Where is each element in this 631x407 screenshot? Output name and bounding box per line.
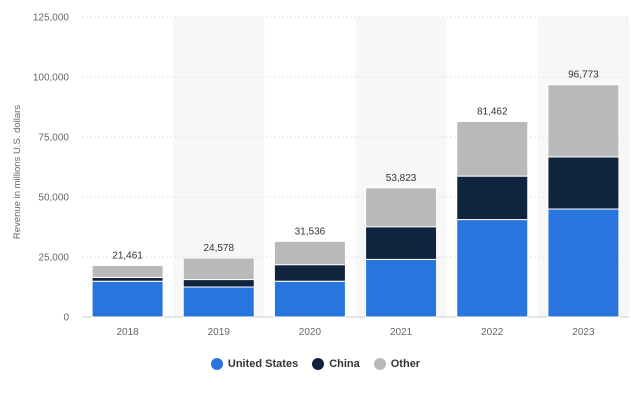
x-tick-label: 2022 xyxy=(481,327,504,338)
bar-segment-united-states-2019[interactable] xyxy=(182,286,255,318)
legend-dot-icon xyxy=(210,358,223,370)
legend-dot-icon xyxy=(373,358,386,370)
gridlines xyxy=(82,16,629,318)
total-label-2020: 31,536 xyxy=(295,226,326,237)
bar-segment-china-2020[interactable] xyxy=(273,264,346,282)
legend-item-united-states[interactable]: United States xyxy=(210,358,299,370)
bar-segment-united-states-2021[interactable] xyxy=(365,258,438,318)
legend-dot-icon xyxy=(312,358,325,370)
bar-segment-other-2018[interactable] xyxy=(91,264,164,278)
bar-segment-china-2023[interactable] xyxy=(547,156,620,210)
bar-segment-other-2022[interactable] xyxy=(456,120,529,177)
y-tick-label: 25,000 xyxy=(38,253,69,264)
total-label-2018: 21,461 xyxy=(112,250,143,261)
total-label-2022: 81,462 xyxy=(477,106,508,117)
x-tick-label: 2021 xyxy=(390,327,413,338)
bar-segment-united-states-2022[interactable] xyxy=(456,219,529,318)
y-tick-label: 50,000 xyxy=(38,193,69,204)
legend-item-other[interactable]: Other xyxy=(373,358,421,370)
x-tick-label: 2023 xyxy=(572,327,595,338)
y-tick-label: 75,000 xyxy=(38,133,69,144)
x-tick-label: 2018 xyxy=(116,327,139,338)
legend-label: Other xyxy=(390,358,421,370)
bar-segment-other-2023[interactable] xyxy=(547,84,620,158)
y-tick-label: 125,000 xyxy=(33,13,70,24)
bar-segment-united-states-2020[interactable] xyxy=(273,280,346,318)
bar-segment-united-states-2018[interactable] xyxy=(91,280,164,318)
legend-label: United States xyxy=(227,358,299,370)
bar-segment-china-2022[interactable] xyxy=(456,175,529,221)
bar-segment-other-2020[interactable] xyxy=(273,240,346,266)
x-tick-label: 2019 xyxy=(208,327,231,338)
legend: United States China Other xyxy=(0,358,631,370)
total-label-2019: 24,578 xyxy=(203,243,234,254)
x-axis-ticks: 2018 2019 2020 2021 2022 2023 xyxy=(116,327,595,338)
x-tick-label: 2020 xyxy=(299,327,322,338)
bar-segment-other-2021[interactable] xyxy=(365,187,438,228)
legend-label: China xyxy=(329,358,360,370)
total-labels: 21,461 24,578 31,536 53,823 81,462 96,773 xyxy=(112,70,599,262)
legend-item-china[interactable]: China xyxy=(312,358,360,370)
total-label-2023: 96,773 xyxy=(568,70,599,81)
y-axis-label: Revenue in millions U.S. dollars xyxy=(12,105,23,239)
bar-segment-united-states-2023[interactable] xyxy=(547,208,620,318)
bar-segment-china-2019[interactable] xyxy=(182,279,255,288)
y-tick-label: 0 xyxy=(63,313,69,324)
total-label-2021: 53,823 xyxy=(386,173,417,184)
bar-segment-other-2019[interactable] xyxy=(182,257,255,281)
y-axis-ticks: 0 25,000 50,000 75,000 100,000 125,000 xyxy=(33,13,70,324)
bar-segment-china-2021[interactable] xyxy=(365,226,438,260)
bars xyxy=(91,84,620,318)
bar-segment-china-2018[interactable] xyxy=(91,276,164,282)
y-tick-label: 100,000 xyxy=(33,73,70,84)
